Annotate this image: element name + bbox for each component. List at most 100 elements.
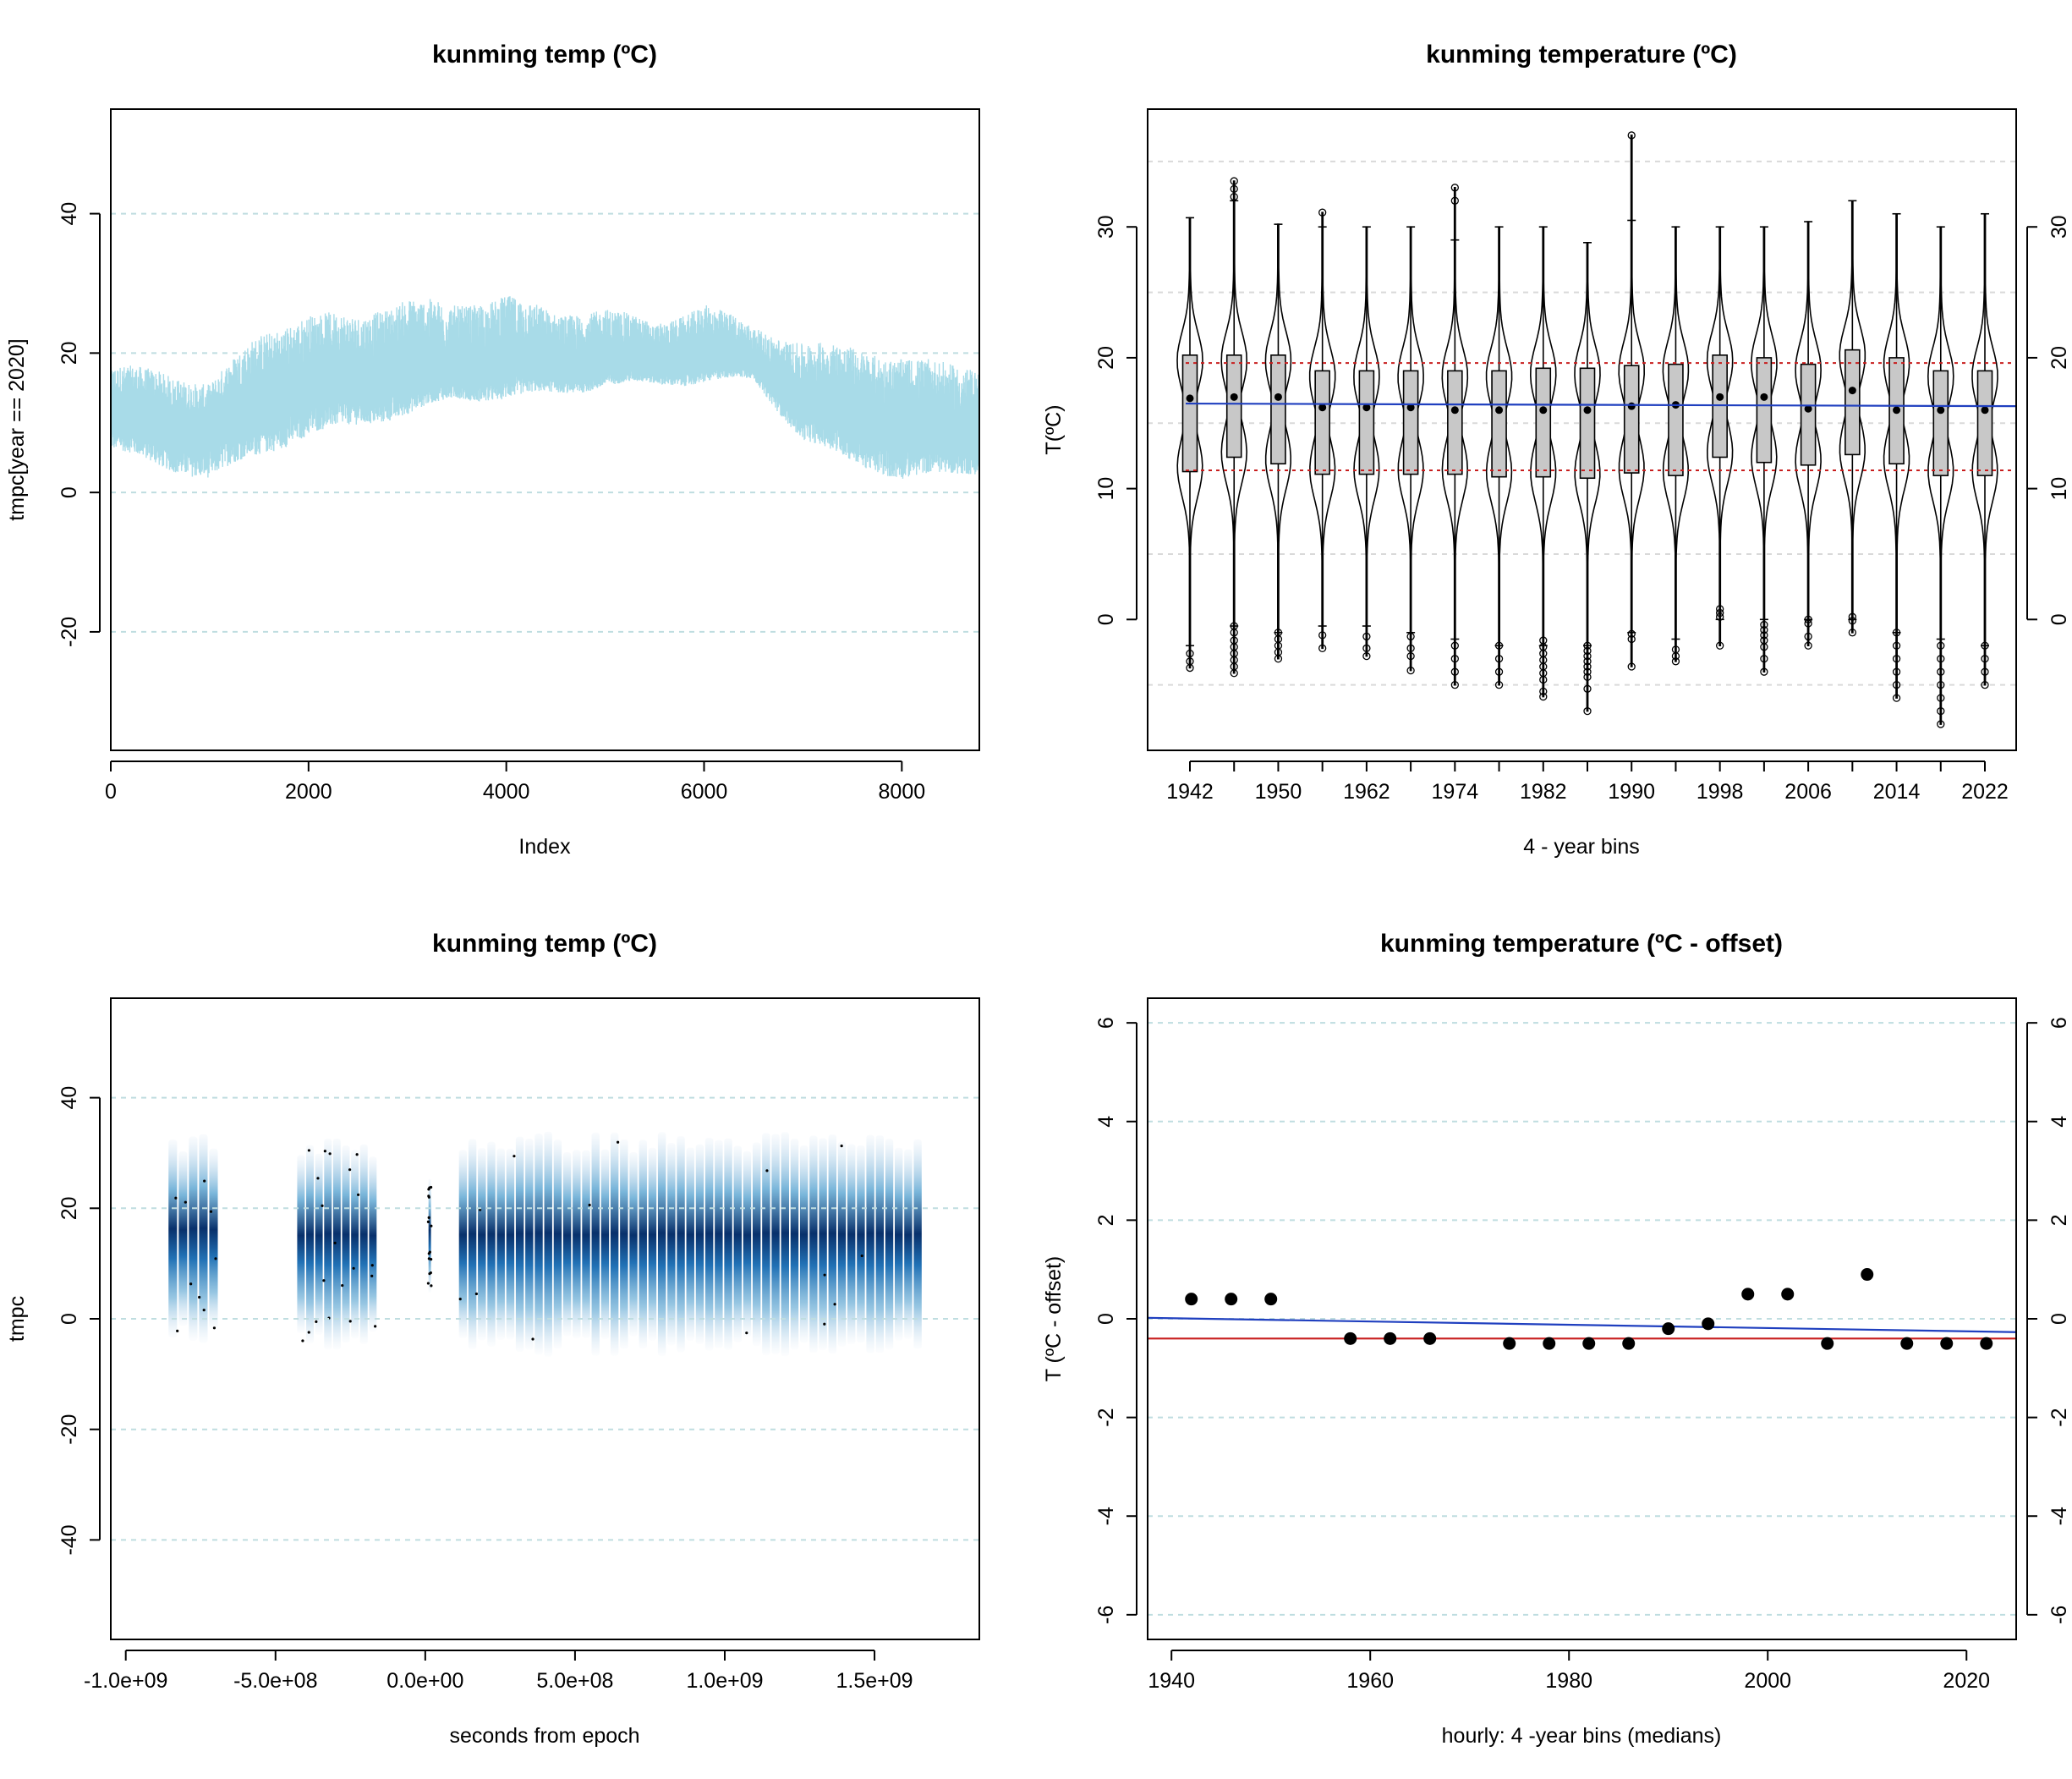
outlier-point: [1406, 644, 1415, 652]
x-tick-label: 8000: [879, 780, 926, 804]
outlier-point: [1450, 184, 1459, 192]
x-tick-label: 1950: [1255, 780, 1302, 804]
outlier-point: [1494, 655, 1504, 663]
outlier-point: [1583, 667, 1592, 676]
outlier-point: [1760, 643, 1768, 651]
median-point: [1503, 1337, 1516, 1350]
median-point: [1344, 1332, 1357, 1345]
y-tick-label: -2: [1094, 1408, 1118, 1426]
right-y-tick-label: 6: [2047, 1017, 2071, 1029]
seasonal-density-band: [324, 1139, 332, 1350]
x-tick-label: 2006: [1784, 780, 1832, 804]
observation-point: [307, 1149, 310, 1152]
right-y-tick-label: -4: [2047, 1507, 2071, 1525]
seasonal-density-band: [866, 1134, 874, 1353]
seasonal-density-band: [885, 1139, 894, 1350]
trend-line: [1147, 1316, 2017, 1333]
seasonal-density-band: [895, 1147, 903, 1341]
outlier-point: [1892, 641, 1901, 650]
seasonal-density-band: [600, 1149, 610, 1339]
median-point: [1362, 404, 1371, 412]
seasonal-density-band: [515, 1136, 524, 1352]
outlier-point: [1627, 629, 1636, 638]
observation-point: [370, 1264, 374, 1267]
outlier-point: [1494, 667, 1504, 676]
seasonal-density-band: [639, 1139, 647, 1349]
median-point: [1861, 1268, 1874, 1282]
data-segment: [297, 1139, 377, 1350]
y-tick-label: 30: [1094, 215, 1118, 239]
seasonal-density-band: [478, 1148, 486, 1341]
iqr-box: [1845, 349, 1861, 456]
median-point: [1582, 1337, 1596, 1350]
y-tick-label: 10: [1094, 477, 1118, 501]
y-tick-label: 40: [58, 1086, 81, 1110]
bottom-left-y-axis-label: tmpc: [5, 1296, 29, 1342]
violin-1994: [1662, 226, 1690, 666]
y-tick-label: 0: [58, 486, 81, 498]
median-point: [1225, 1293, 1238, 1306]
seasonal-density-band: [199, 1134, 208, 1343]
top-left-plot-frame: [110, 108, 980, 751]
seasonal-density-band: [913, 1139, 922, 1349]
right-y-tick-label: -6: [2047, 1606, 2071, 1624]
right-y-tick-label: 10: [2047, 477, 2071, 501]
median-point: [1760, 393, 1768, 401]
iqr-box: [1976, 370, 1993, 476]
outlier-point: [1981, 641, 1989, 650]
x-tick-label: 1998: [1697, 780, 1744, 804]
median-point: [1662, 1322, 1675, 1336]
panel-bottom-right-title: kunming temperature (ºC - offset): [1380, 930, 1783, 958]
x-tick-label: 0: [105, 780, 117, 804]
top-left-y-axis-label: tmpc[year == 2020]: [5, 338, 29, 520]
x-tick-label: 1962: [1343, 780, 1390, 804]
observation-point: [823, 1322, 826, 1326]
iqr-box: [1270, 354, 1286, 465]
seasonal-density-band: [351, 1150, 359, 1339]
bottom-right-x-axis-label: hourly: 4 -year bins (medians): [1442, 1724, 1722, 1748]
seasonal-density-band: [359, 1144, 368, 1344]
violin-1942: [1176, 217, 1203, 673]
seasonal-density-band: [857, 1145, 865, 1343]
outlier-point: [1450, 667, 1459, 676]
median-point: [1450, 406, 1459, 415]
x-tick-label: -1.0e+09: [84, 1669, 167, 1693]
seasonal-density-band: [306, 1145, 314, 1344]
observation-point: [198, 1295, 201, 1299]
median-point: [1821, 1337, 1834, 1350]
outlier-point: [1362, 651, 1371, 661]
outlier-point: [1494, 681, 1504, 689]
observation-point: [307, 1331, 310, 1334]
outlier-point: [1186, 663, 1194, 673]
bottom-right-x-axis: 1940 1960 1980 2000 2020: [1148, 1650, 1990, 1693]
x-tick-label: 1980: [1545, 1669, 1592, 1693]
observation-point: [348, 1168, 352, 1172]
x-tick-label: 4000: [483, 780, 530, 804]
violin-1978: [1485, 226, 1513, 689]
seasonal-density-band: [847, 1144, 856, 1345]
observation-point: [174, 1196, 178, 1200]
observation-point: [176, 1329, 179, 1332]
outlier-point: [1450, 196, 1459, 205]
right-y-tick-label: 20: [2047, 346, 2071, 370]
iqr-box: [1491, 370, 1507, 478]
y-tick-label: 2: [1094, 1214, 1118, 1226]
right-y-tick-label: -2: [2047, 1408, 2071, 1426]
right-y-tick-label: 0: [2047, 1313, 2071, 1325]
iqr-box: [1314, 370, 1330, 475]
violin-1982: [1529, 226, 1557, 701]
seasonal-density-band: [762, 1133, 770, 1356]
iqr-box: [1932, 370, 1949, 476]
median-point: [1186, 394, 1194, 403]
median-point: [1980, 1337, 1993, 1350]
outlier-point: [1937, 655, 1945, 663]
outlier-point: [1583, 641, 1592, 650]
median-point: [1274, 393, 1282, 401]
median-point: [1384, 1332, 1397, 1345]
violin-2014: [1883, 212, 1910, 702]
x-tick-label: 2014: [1873, 780, 1921, 804]
outlier-point: [1760, 655, 1768, 663]
median-point: [1185, 1293, 1198, 1306]
top-right-y-axis: 0 10 20 30: [1094, 215, 1137, 625]
